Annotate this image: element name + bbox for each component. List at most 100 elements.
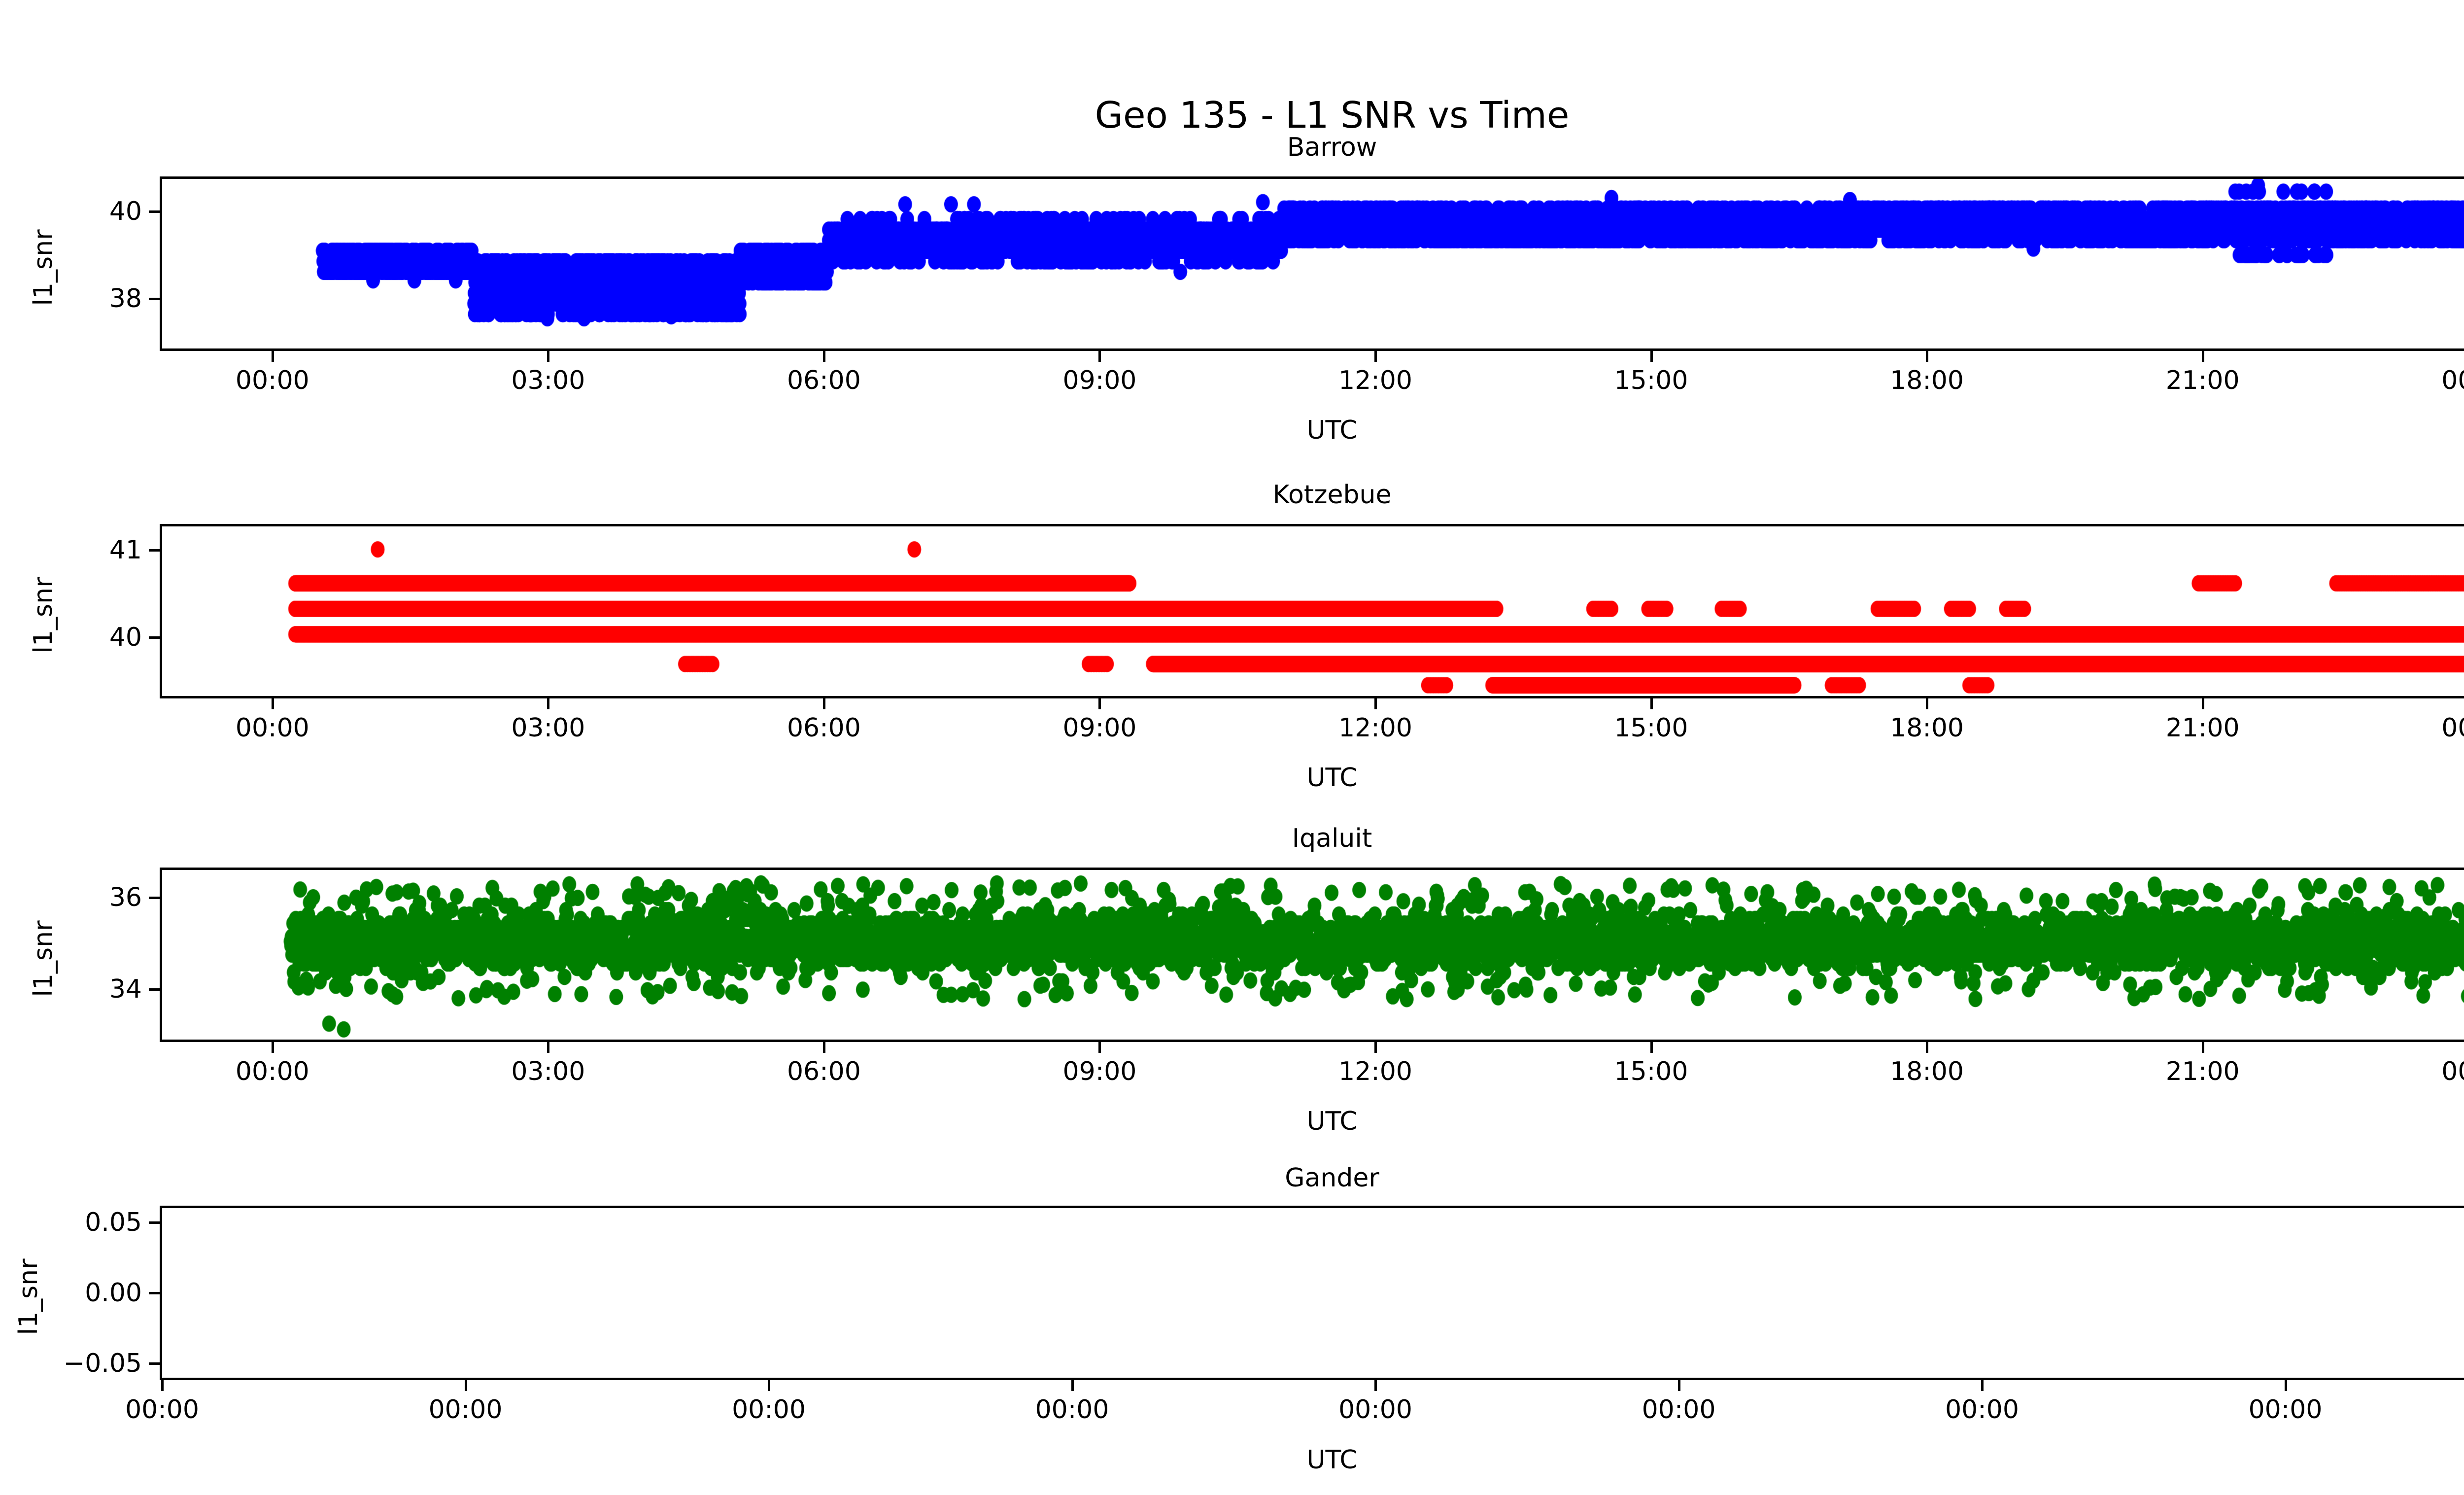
ytick-mark bbox=[149, 636, 160, 639]
ylabel-kotzebue: l1_snr bbox=[29, 577, 58, 654]
xtick-mark bbox=[2201, 1042, 2204, 1053]
ytick-mark bbox=[149, 988, 160, 991]
xtick-label: 15:00 bbox=[1614, 366, 1688, 395]
xtick-label: 18:00 bbox=[1890, 713, 1964, 743]
subplot-title-gander: Gander bbox=[1285, 1163, 1379, 1193]
xtick-mark bbox=[271, 1042, 274, 1053]
xtick-mark bbox=[822, 1042, 825, 1053]
xtick-label: 00:00 bbox=[1035, 1395, 1109, 1425]
xtick-mark bbox=[1677, 1380, 1680, 1391]
ytick-mark bbox=[149, 1221, 160, 1224]
plot-area-kotzebue[interactable] bbox=[160, 524, 2464, 698]
xtick-label: 00:00 bbox=[732, 1395, 806, 1425]
xtick-mark bbox=[768, 1380, 770, 1391]
xtick-label: 09:00 bbox=[1062, 1057, 1137, 1086]
ytick-label: 0.05 bbox=[85, 1207, 142, 1237]
xtick-label: 12:00 bbox=[1338, 713, 1412, 743]
ytick-label: 40 bbox=[109, 623, 142, 653]
ytick-label: 34 bbox=[109, 974, 142, 1004]
xtick-mark bbox=[1098, 698, 1101, 709]
xtick-mark bbox=[1374, 1380, 1377, 1391]
xtick-label: 15:00 bbox=[1614, 1057, 1688, 1086]
subplot-gander: Gander −0.05 0.00 0.05 l1_snr 00:00 00:00 00… bbox=[0, 1163, 2464, 1495]
xtick-label: 00:00 bbox=[235, 713, 309, 743]
xtick-label: 06:00 bbox=[787, 366, 861, 395]
xtick-label: 00:00 bbox=[235, 1057, 309, 1086]
xtick-mark bbox=[1650, 351, 1653, 362]
ytick-mark bbox=[149, 1292, 160, 1294]
plot-area-gander[interactable] bbox=[160, 1206, 2464, 1380]
ytick-label: 38 bbox=[109, 283, 142, 313]
xtick-mark bbox=[1650, 698, 1653, 709]
xtick-mark bbox=[1926, 698, 1929, 709]
xtick-mark bbox=[822, 698, 825, 709]
ytick-label: 0.00 bbox=[85, 1278, 142, 1308]
subplot-kotzebue: Kotzebue 40 41 l1_snr 00:00 03:00 06:00 09:0… bbox=[0, 473, 2464, 799]
xlabel-kotzebue: UTC bbox=[1306, 763, 1358, 793]
ylabel-gander: l1_snr bbox=[14, 1258, 43, 1335]
xtick-label: 00:00 bbox=[1338, 1395, 1412, 1425]
xtick-label: 03:00 bbox=[511, 1057, 585, 1086]
xtick-mark bbox=[822, 351, 825, 362]
xtick-mark bbox=[2284, 1380, 2287, 1391]
xlabel-gander: UTC bbox=[1306, 1445, 1358, 1475]
xtick-mark bbox=[547, 1042, 550, 1053]
xtick-label: 00:00 bbox=[1642, 1395, 1716, 1425]
scatter-layer-iqaluit bbox=[162, 870, 2464, 1040]
ylabel-iqaluit: l1_snr bbox=[29, 920, 58, 997]
ylabel-barrow: l1_snr bbox=[29, 229, 58, 306]
xtick-mark bbox=[547, 351, 550, 362]
xtick-mark bbox=[271, 698, 274, 709]
subplot-title-kotzebue: Kotzebue bbox=[1272, 480, 1392, 510]
xtick-label: 15:00 bbox=[1614, 713, 1688, 743]
xtick-label: 06:00 bbox=[787, 713, 861, 743]
subplot-iqaluit: Iqaluit 34 36 l1_snr 00:00 03:00 06:00 09:00… bbox=[0, 817, 2464, 1142]
xtick-label: 06:00 bbox=[787, 1057, 861, 1086]
suptitle-line-1: Geo 135 - L1 SNR vs Time bbox=[1095, 94, 1570, 137]
scatter-layer-gander bbox=[162, 1208, 2464, 1378]
xtick-label: 00:00 bbox=[2441, 366, 2464, 395]
xtick-label: 21:00 bbox=[2165, 1057, 2240, 1086]
ytick-mark bbox=[149, 896, 160, 899]
ytick-label: −0.05 bbox=[63, 1349, 142, 1379]
ytick-mark bbox=[149, 549, 160, 552]
xtick-label: 00:00 bbox=[2441, 1057, 2464, 1086]
xtick-mark bbox=[547, 698, 550, 709]
xtick-label: 03:00 bbox=[511, 713, 585, 743]
xtick-mark bbox=[1374, 698, 1377, 709]
scatter-layer-barrow bbox=[162, 179, 2464, 348]
xtick-label: 00:00 bbox=[1945, 1395, 2019, 1425]
xtick-label: 09:00 bbox=[1062, 713, 1137, 743]
xtick-mark bbox=[464, 1380, 467, 1391]
xtick-mark bbox=[2201, 698, 2204, 709]
xtick-mark bbox=[161, 1380, 164, 1391]
xtick-label: 00:00 bbox=[235, 366, 309, 395]
xtick-label: 00:00 bbox=[125, 1395, 199, 1425]
xtick-mark bbox=[1071, 1380, 1074, 1391]
scatter-layer-kotzebue bbox=[162, 526, 2464, 696]
xtick-mark bbox=[1374, 351, 1377, 362]
ytick-label: 41 bbox=[109, 535, 142, 565]
xtick-mark bbox=[1650, 1042, 1653, 1053]
xlabel-barrow: UTC bbox=[1306, 416, 1358, 445]
xtick-mark bbox=[2201, 351, 2204, 362]
xtick-label: 12:00 bbox=[1338, 1057, 1412, 1086]
ytick-mark bbox=[149, 210, 160, 213]
xtick-label: 21:00 bbox=[2165, 366, 2240, 395]
xtick-mark bbox=[271, 351, 274, 362]
plot-area-barrow[interactable] bbox=[160, 176, 2464, 351]
plot-area-iqaluit[interactable] bbox=[160, 868, 2464, 1042]
subplot-title-barrow: Barrow bbox=[1287, 133, 1377, 162]
xtick-mark bbox=[1374, 1042, 1377, 1053]
ytick-label: 40 bbox=[109, 197, 142, 227]
ytick-label: 36 bbox=[109, 882, 142, 912]
xtick-label: 12:00 bbox=[1338, 366, 1412, 395]
subplot-barrow: Barrow 38 40 l1_snr 00:00 03:00 06:00 09:00 1… bbox=[0, 126, 2464, 451]
xtick-mark bbox=[1098, 351, 1101, 362]
xtick-mark bbox=[1926, 1042, 1929, 1053]
xtick-mark bbox=[1981, 1380, 1984, 1391]
xtick-label: 21:00 bbox=[2165, 713, 2240, 743]
xtick-label: 00:00 bbox=[428, 1395, 503, 1425]
subplot-title-iqaluit: Iqaluit bbox=[1292, 824, 1372, 853]
